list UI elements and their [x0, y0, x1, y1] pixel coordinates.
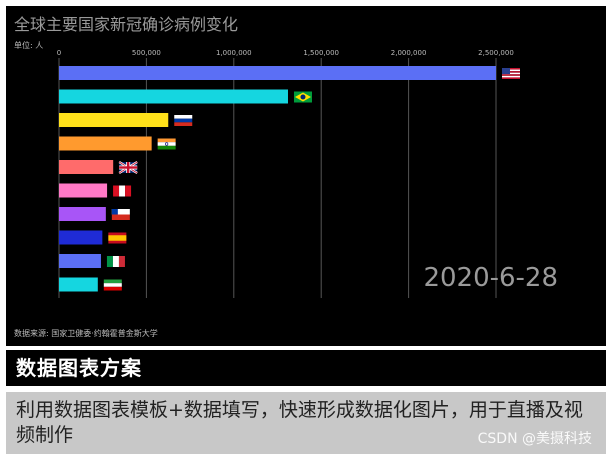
flags — [103, 68, 520, 291]
chart-panel: 全球主要国家新冠确诊病例变化 单位: 人 0 500,000 1,000,000 1,… — [6, 6, 606, 346]
banner: 数据图表方案 — [6, 350, 606, 386]
bar-10 — [59, 277, 98, 292]
bar-chart: 全球主要国家新冠确诊病例变化 单位: 人 0 500,000 1,000,000 1,… — [14, 15, 558, 338]
bar-1 — [59, 66, 496, 80]
x-tick-label: 1,500,000 — [303, 49, 339, 57]
x-tick-label: 500,000 — [132, 49, 161, 57]
chile-flag-icon — [111, 209, 130, 220]
bar-8 — [59, 230, 103, 245]
bar-7 — [59, 207, 106, 221]
spain-flag-icon — [108, 232, 127, 244]
unit-label: 单位: 人 — [14, 40, 43, 50]
x-tick-label: 2,000,000 — [391, 49, 427, 57]
x-tick-label: 0 — [57, 49, 61, 57]
description-panel: 利用数据图表模板+数据填写，快速形成数据化图片，用于直播及视频制作 CSDN @… — [6, 392, 606, 454]
bar-2 — [59, 89, 288, 104]
watermark: CSDN @美摄科技 — [477, 431, 592, 447]
uk-flag-icon — [118, 161, 138, 174]
bar-4 — [59, 136, 152, 151]
date-label: 2020-6-28 — [423, 263, 558, 293]
russia-flag-icon — [174, 115, 193, 126]
us-flag-icon — [502, 68, 520, 79]
bar-9 — [59, 254, 101, 268]
x-tick-label: 1,000,000 — [216, 49, 252, 57]
peru-flag-icon — [113, 185, 132, 197]
x-tick-label: 2,500,000 — [478, 49, 514, 57]
bar-5 — [59, 160, 114, 174]
bar-6 — [59, 183, 108, 198]
source-label: 数据来源: 国家卫健委·约翰霍普金斯大学 — [14, 328, 158, 338]
bars — [59, 66, 496, 292]
italy-flag-icon — [106, 256, 125, 267]
description-text: 利用数据图表模板+数据填写，快速形成数据化图片，用于直播及视频制作 — [16, 399, 583, 446]
iran-flag-icon — [103, 279, 122, 291]
banner-title: 数据图表方案 — [16, 356, 142, 380]
bar-3 — [59, 113, 169, 127]
india-flag-icon — [157, 138, 176, 150]
brazil-flag-icon — [293, 91, 312, 103]
x-tick-labels: 0 500,000 1,000,000 1,500,000 2,000,000 2,500… — [57, 49, 514, 57]
chart-title: 全球主要国家新冠确诊病例变化 — [14, 15, 238, 34]
